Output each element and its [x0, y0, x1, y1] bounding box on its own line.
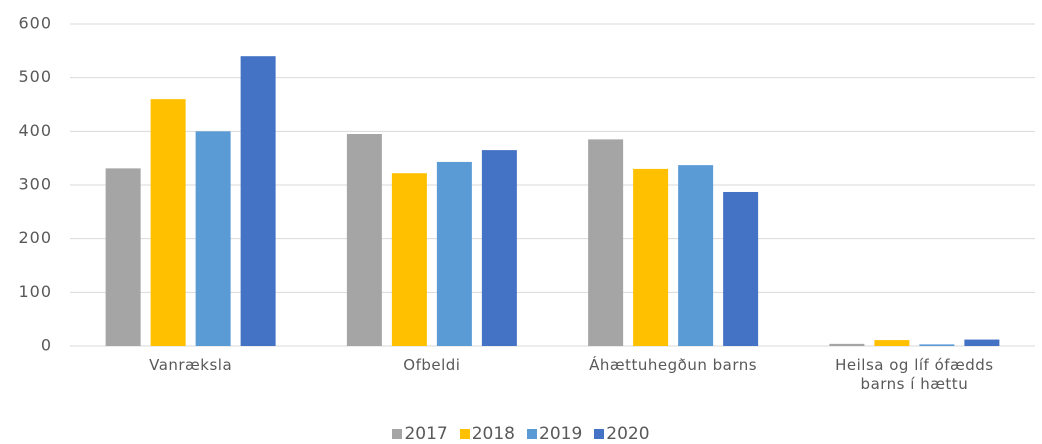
legend-swatch: [392, 429, 403, 439]
legend: 2017 2018 2019 2020: [0, 424, 1042, 444]
y-tick-label: 200: [18, 228, 52, 247]
bar: [678, 165, 714, 346]
bar: [436, 161, 472, 346]
bar: [105, 168, 141, 346]
legend-swatch: [459, 429, 470, 439]
y-tick-label: 0: [41, 336, 52, 355]
bar: [588, 139, 624, 346]
bar: [829, 343, 865, 346]
x-tick-label: Áhættuhegðun barns: [589, 356, 758, 374]
y-tick-label: 100: [18, 282, 52, 301]
legend-label: 2019: [539, 424, 583, 444]
legend-label: 2018: [471, 424, 515, 444]
legend-item: 2018: [459, 424, 515, 444]
legend-item: 2017: [392, 424, 448, 444]
x-tick-label: Vanræksla: [149, 356, 233, 374]
legend-label: 2017: [404, 424, 448, 444]
bar: [723, 191, 759, 346]
bar: [240, 56, 276, 346]
bar: [633, 168, 669, 346]
bar: [964, 339, 1000, 346]
bar: [481, 150, 517, 346]
bar: [150, 99, 186, 346]
y-tick-label: 600: [18, 14, 52, 33]
legend-swatch: [527, 429, 537, 439]
legend-item: 2020: [594, 424, 650, 444]
bar: [391, 173, 427, 346]
legend-item: 2019: [527, 424, 582, 444]
bar: [346, 134, 382, 346]
y-tick-label: 500: [18, 67, 52, 86]
bar: [919, 344, 955, 346]
bar: [195, 131, 231, 346]
y-tick-label: 400: [18, 121, 52, 140]
bar: [874, 340, 910, 346]
legend-label: 2020: [606, 424, 650, 444]
x-tick-label: Heilsa og líf ófædds barns í hættu: [835, 356, 994, 393]
y-tick-label: 300: [18, 175, 52, 194]
x-tick-label: Ofbeldi: [403, 356, 461, 374]
legend-swatch: [594, 429, 605, 439]
